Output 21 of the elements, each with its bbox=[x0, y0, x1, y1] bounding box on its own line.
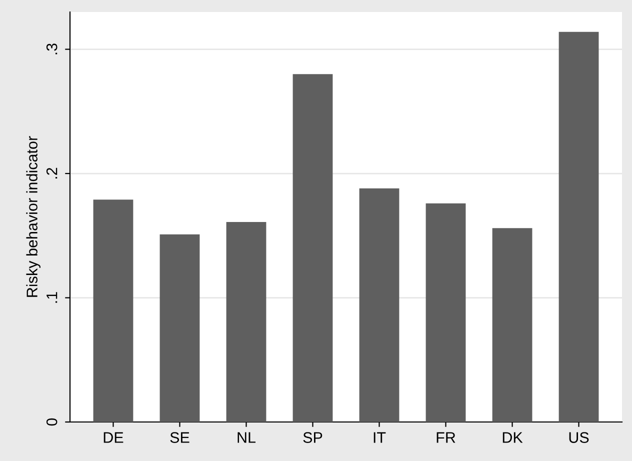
bar bbox=[226, 222, 266, 422]
bar bbox=[558, 32, 599, 422]
x-tick-label: DE bbox=[104, 432, 124, 443]
bar bbox=[426, 203, 466, 422]
x-tick-label: US bbox=[569, 432, 589, 443]
y-tick-label: 0 bbox=[46, 418, 58, 426]
y-tick-label: .1 bbox=[46, 292, 58, 303]
x-tick-label: SE bbox=[170, 432, 190, 443]
y-tick-label: .3 bbox=[46, 44, 58, 54]
bar bbox=[160, 234, 200, 422]
y-tick-label: .2 bbox=[46, 168, 58, 178]
bar bbox=[292, 74, 333, 422]
y-axis-title: Risky behavior indicator bbox=[26, 136, 40, 297]
bar bbox=[359, 188, 400, 422]
x-tick-label: IT bbox=[374, 432, 386, 443]
bar bbox=[93, 200, 134, 422]
x-tick-label: DK bbox=[502, 432, 523, 443]
x-tick-label: FR bbox=[436, 432, 456, 443]
x-tick-label: NL bbox=[238, 432, 256, 443]
x-tick-label: SP bbox=[303, 432, 322, 443]
bar bbox=[492, 228, 532, 422]
